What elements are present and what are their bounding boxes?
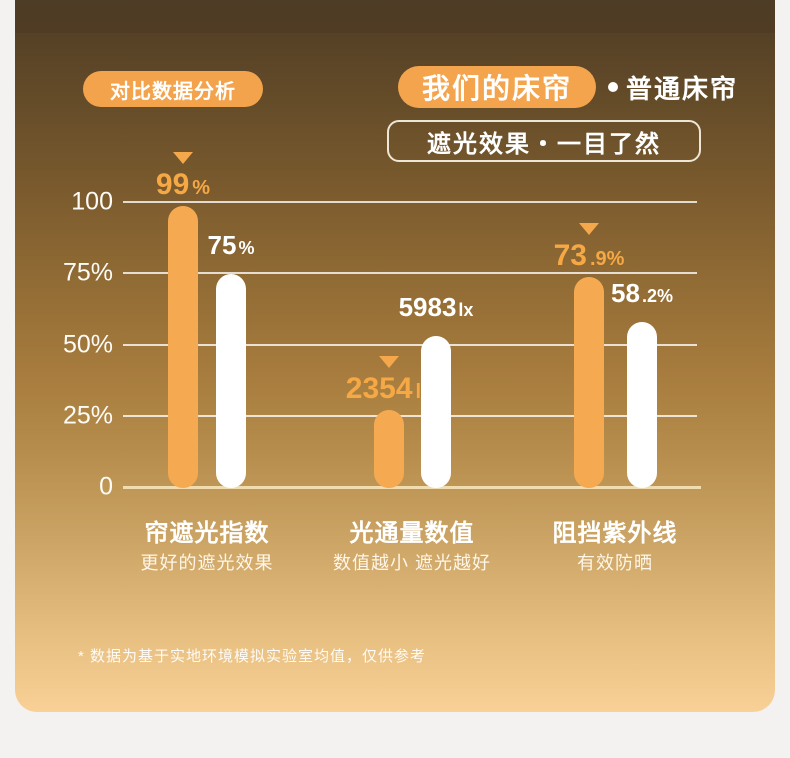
gridline — [123, 201, 697, 203]
legend-ordinary: 普通床帘 — [608, 69, 738, 106]
value-unit: .9% — [589, 248, 625, 271]
value-label-ordinary-1: 75% — [208, 229, 255, 264]
bar-ordinary-2 — [421, 336, 451, 488]
footnote: * 数据为基于实地环境模拟实验室均值，仅供参考 — [78, 648, 427, 665]
gridline — [123, 272, 697, 275]
bar-ours-2 — [374, 409, 404, 488]
bar-ours-3 — [574, 277, 604, 488]
subtitle-box: 遮光效果・一目了然 — [387, 120, 701, 162]
analysis-badge-label: 对比数据分析 — [110, 80, 236, 103]
category-note-3: 有效防晒 — [577, 553, 653, 573]
x-axis-baseline — [123, 486, 701, 489]
subtitle-label: 遮光效果・一目了然 — [427, 130, 661, 158]
category-label-2: 光通量数值 — [349, 520, 475, 547]
value-unit: .2% — [641, 286, 673, 307]
gridline — [123, 343, 697, 346]
value-main: 2354 — [345, 371, 413, 405]
value-unit: % — [192, 176, 211, 199]
category-label-3: 阻挡紫外线 — [552, 520, 678, 547]
value-label-ours-2: 2354lx — [345, 371, 432, 408]
value-main: 73 — [553, 239, 587, 273]
category-note-1: 更好的遮光效果 — [140, 553, 274, 573]
gridline — [123, 414, 697, 417]
category-note-2: 数值越小 遮光越好 — [332, 553, 492, 573]
y-axis-tick-label: 100 — [71, 187, 113, 216]
legend-ours-pill: 我们的床帘 — [398, 66, 597, 108]
value-main: 99 — [155, 167, 190, 201]
promo-card: 对比数据分析 我们的床帘 普通床帘 遮光效果・一目了然 100 75% 50% 25%… — [15, 0, 775, 712]
bar-ours-1 — [168, 205, 198, 488]
section-seam — [15, 0, 775, 33]
value-unit: % — [238, 238, 255, 259]
value-label-ordinary-2: 5983 lx — [399, 291, 474, 326]
bar-ordinary-3 — [627, 322, 657, 488]
bullet-icon — [608, 82, 619, 92]
value-main: 75 — [207, 230, 237, 261]
legend-ordinary-label: 普通床帘 — [626, 73, 739, 104]
y-axis-tick-label: 0 — [99, 472, 113, 501]
value-label-ours-1: 99% — [155, 167, 211, 204]
value-label-ordinary-3: 58.2% — [611, 277, 673, 312]
value-main: 5983 — [398, 292, 457, 323]
marker-triangle-icon — [579, 223, 599, 236]
marker-triangle-icon — [173, 151, 193, 164]
value-unit: lx — [458, 300, 474, 321]
y-axis-tick-label: 25% — [62, 401, 113, 430]
legend: 我们的床帘 普通床帘 — [398, 66, 738, 108]
marker-triangle-icon — [379, 355, 399, 368]
legend-ours-label: 我们的床帘 — [422, 73, 573, 104]
bar-ordinary-1 — [216, 274, 246, 488]
bar-chart: 10075%50%25%099%2354lx73.9%75%5983lx58.2… — [15, 0, 775, 712]
analysis-badge: 对比数据分析 — [83, 71, 263, 107]
category-label-1: 帘遮光指数 — [144, 520, 270, 547]
value-main: 58 — [611, 278, 640, 309]
value-label-ours-3: 73.9% — [554, 240, 625, 275]
y-axis-tick-label: 75% — [62, 258, 113, 287]
y-axis-tick-label: 50% — [62, 330, 113, 358]
